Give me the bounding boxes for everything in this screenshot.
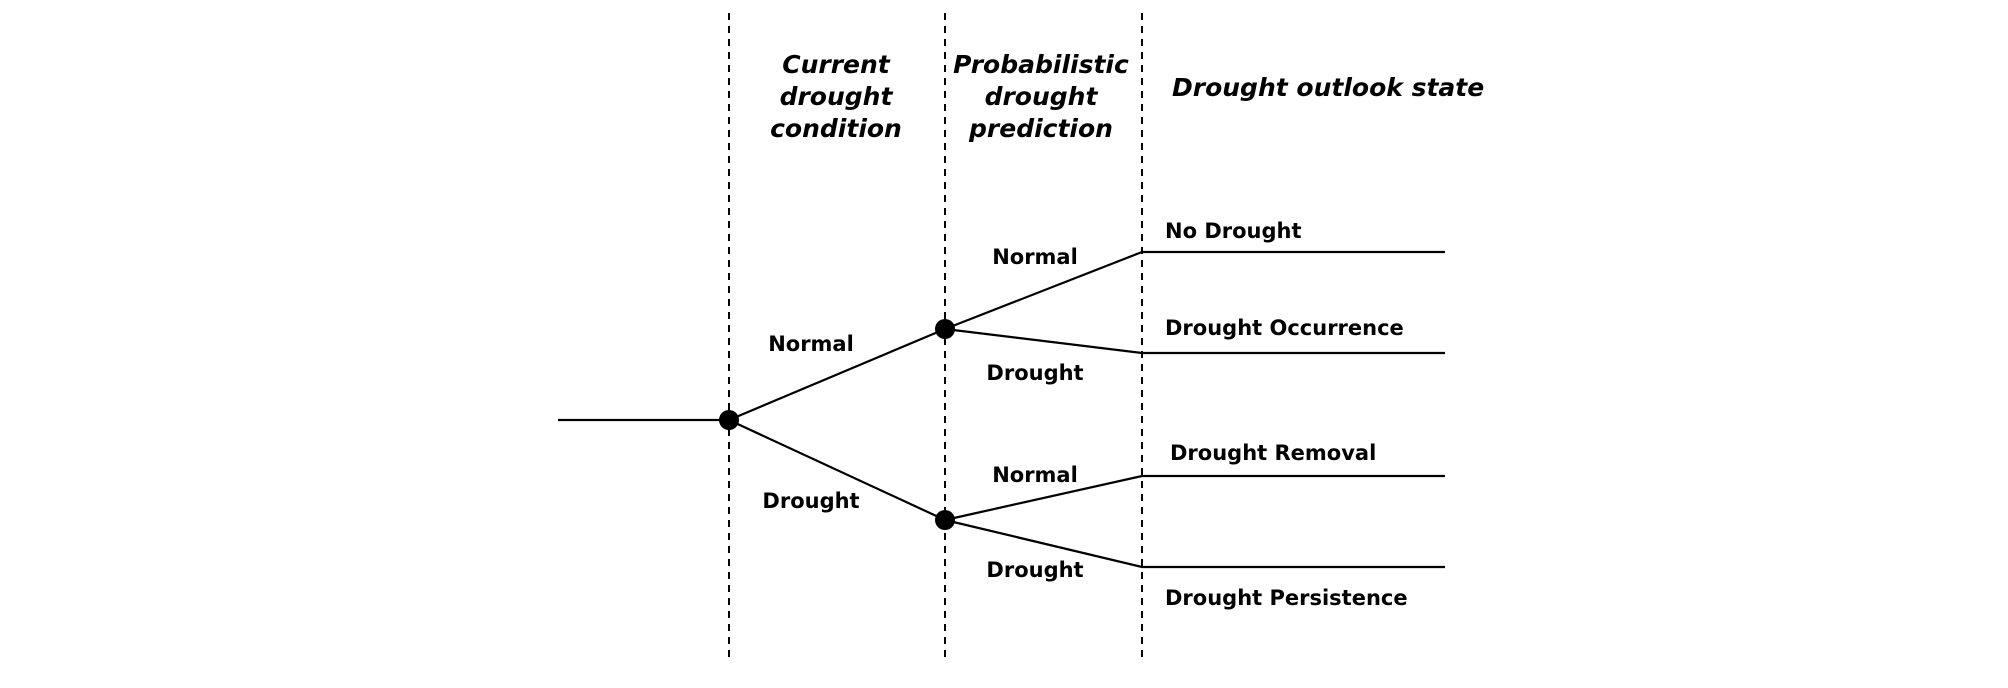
branch-label: Drought: [986, 361, 1083, 385]
node: [935, 319, 955, 339]
edge: [728, 327, 946, 422]
header-line: drought: [985, 82, 1099, 111]
outcome-label: Drought Removal: [1170, 441, 1376, 465]
edge: [944, 518, 1445, 569]
edge: [728, 419, 946, 521]
branch-label: Normal: [768, 332, 854, 356]
node: [935, 510, 955, 530]
branch-label: Drought: [986, 558, 1083, 582]
edge: [944, 327, 1445, 355]
node: [719, 410, 739, 430]
edge: [944, 250, 1445, 331]
branch-label: Normal: [992, 463, 1078, 487]
header-current: Current drought condition: [770, 50, 902, 143]
outcome-label: No Drought: [1165, 219, 1302, 243]
header-line: drought: [780, 82, 894, 111]
header-line: condition: [770, 114, 902, 143]
edge: [944, 474, 1445, 522]
header-line: Probabilistic: [953, 50, 1129, 79]
header-line: Current: [782, 50, 891, 79]
branch-label: Normal: [992, 245, 1078, 269]
outcome-label: Drought Occurrence: [1165, 316, 1404, 340]
header-line: prediction: [968, 114, 1113, 143]
outcome-label: Drought Persistence: [1165, 586, 1408, 610]
branch-labels: Normal Drought Normal Drought Normal Dro…: [762, 245, 1083, 582]
outcome-labels: No Drought Drought Occurrence Drought Re…: [1165, 219, 1408, 610]
header-outlook: Drought outlook state: [1172, 73, 1484, 102]
header-prediction: Probabilistic drought prediction: [953, 50, 1129, 143]
branch-label: Drought: [762, 489, 859, 513]
